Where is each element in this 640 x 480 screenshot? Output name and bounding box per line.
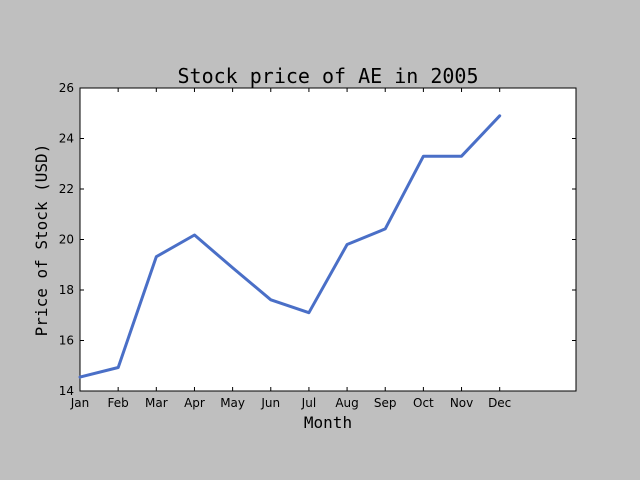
chart-title: Stock price of AE in 2005 <box>177 64 478 88</box>
x-tick-label: Jul <box>301 396 316 410</box>
y-tick-label: 26 <box>59 81 74 95</box>
x-tick-label: Dec <box>488 396 511 410</box>
y-tick-label: 16 <box>59 334 74 348</box>
x-tick-label: Jan <box>70 396 90 410</box>
x-tick-label: Mar <box>145 396 168 410</box>
x-tick-label: Sep <box>374 396 397 410</box>
y-tick-label: 24 <box>59 132 74 146</box>
y-tick-label: 22 <box>59 182 74 196</box>
y-tick-label: 14 <box>59 384 74 398</box>
y-tick-label: 18 <box>59 283 74 297</box>
x-tick-label: Oct <box>413 396 434 410</box>
y-axis: 14 16 18 20 22 24 26 <box>59 81 576 398</box>
x-axis: Jan Feb Mar Apr May Jun Jul Aug Sep Oct Nov Dec <box>70 88 511 410</box>
series-layer <box>78 114 502 379</box>
y-axis-label: Price of Stock (USD) <box>32 144 51 337</box>
x-tick-label: Apr <box>184 396 205 410</box>
x-tick-label: Feb <box>108 396 129 410</box>
x-tick-label: Nov <box>450 396 473 410</box>
x-tick-label: May <box>220 396 245 410</box>
series-line <box>78 114 502 379</box>
x-tick-label: Aug <box>335 396 358 410</box>
x-axis-label: Month <box>304 413 352 432</box>
y-tick-label: 20 <box>59 233 74 247</box>
x-tick-label: Jun <box>260 396 280 410</box>
plot-area <box>79 87 577 392</box>
